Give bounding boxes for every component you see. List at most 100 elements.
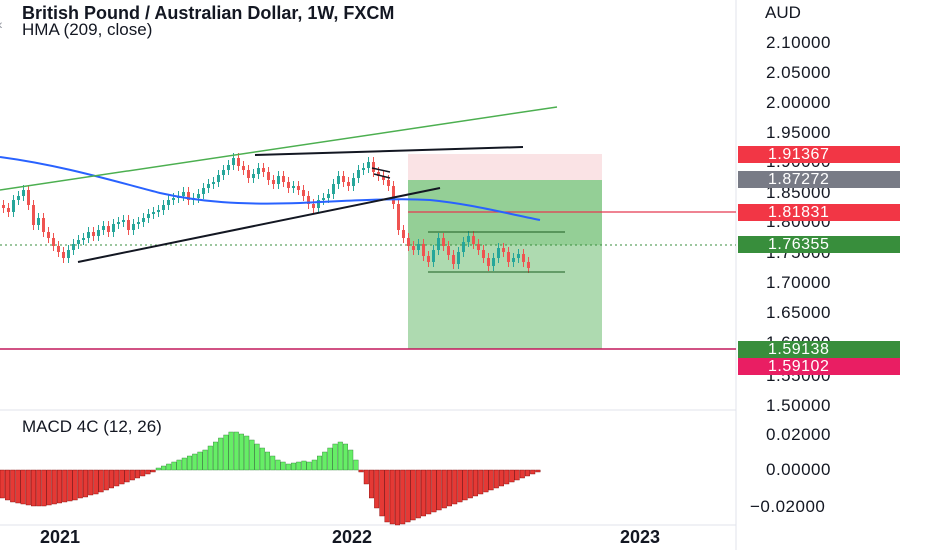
macd-bar — [108, 469, 114, 489]
price-tick: 2.00000 — [766, 93, 831, 112]
candle-body — [377, 172, 380, 176]
candle-body — [157, 210, 160, 212]
candle-body — [202, 188, 205, 194]
price-axis-unit[interactable]: AUD — [765, 3, 801, 22]
macd-bar — [426, 469, 432, 515]
macd-bar — [259, 447, 265, 471]
rising-trendline — [0, 106, 558, 191]
candle-body — [307, 196, 310, 204]
macd-bar — [369, 469, 375, 499]
macd-bar — [124, 469, 130, 483]
candle-body — [317, 200, 320, 208]
candle-body — [137, 222, 140, 224]
candle-body — [217, 175, 220, 182]
macd-bar — [140, 469, 146, 477]
macd-bar — [389, 469, 395, 525]
candle-body — [187, 192, 190, 200]
macd-bar — [181, 457, 187, 471]
candle-body — [117, 222, 120, 224]
macd-bar — [467, 469, 473, 499]
price-tag-1: 1.87272 — [738, 171, 900, 188]
candle-body — [327, 194, 330, 198]
candle-body — [332, 184, 335, 194]
macd-indicator-label[interactable]: MACD 4C (12, 26) — [22, 417, 162, 436]
hma-line — [0, 156, 541, 221]
macd-bar — [519, 469, 525, 479]
candle-body — [172, 198, 175, 200]
candle-body — [337, 176, 340, 184]
macd-bar — [327, 447, 333, 471]
stop-loss-zone — [408, 154, 602, 180]
price-tag-3: 1.76355 — [738, 236, 900, 253]
macd-bar — [504, 469, 510, 485]
candle-body — [492, 258, 495, 266]
macd-bar — [134, 469, 140, 479]
candle-body — [82, 238, 85, 240]
macd-bar — [202, 449, 208, 471]
macd-bar — [166, 463, 172, 471]
candle-body — [102, 226, 105, 230]
macd-bar — [322, 451, 328, 471]
candle-body — [272, 180, 275, 184]
candle-body — [247, 170, 250, 178]
candle-body — [212, 182, 215, 184]
candle-body — [422, 244, 425, 256]
macd-bar — [488, 469, 494, 491]
candle-body — [2, 205, 5, 208]
price-tag-5: 1.59102 — [738, 358, 900, 375]
candle-body — [62, 252, 65, 258]
candle-body — [352, 178, 355, 186]
candle-body — [277, 176, 280, 184]
macd-bar — [145, 469, 151, 475]
candle-body — [467, 236, 470, 242]
macd-bar — [0, 469, 5, 499]
candle-body — [362, 168, 365, 170]
candle-body — [342, 176, 345, 182]
candle-body — [252, 174, 255, 178]
candle-body — [262, 168, 265, 172]
candle-body — [427, 256, 430, 262]
candle-body — [432, 250, 435, 262]
candle-body — [417, 244, 420, 250]
macd-bar — [301, 460, 307, 471]
candle-body — [292, 186, 295, 188]
hma-indicator-label[interactable]: HMA (209, close) — [22, 20, 153, 39]
candle-body — [7, 208, 10, 212]
macd-bar — [311, 459, 317, 471]
macd-bar — [15, 469, 21, 504]
macd-tick: −0.02000 — [750, 497, 826, 516]
candle-body — [322, 198, 325, 200]
macd-bar — [374, 469, 380, 509]
candle-body — [452, 255, 455, 264]
macd-bar — [358, 469, 364, 473]
candle-body — [227, 165, 230, 170]
price-tag-2: 1.81831 — [738, 204, 900, 221]
macd-bar — [51, 469, 57, 505]
macd-bar — [244, 435, 250, 471]
back-arrow-icon[interactable]: ‹ — [0, 16, 3, 32]
candle-body — [107, 226, 110, 232]
macd-bar — [535, 469, 541, 473]
macd-bar — [306, 461, 312, 471]
macd-bar — [88, 469, 94, 496]
candle-body — [487, 258, 490, 266]
price-tick: 1.70000 — [766, 273, 831, 292]
macd-bar — [119, 469, 125, 485]
macd-bar — [155, 467, 161, 471]
candle-body — [312, 204, 315, 208]
candle-body — [437, 238, 440, 250]
candle-body — [257, 168, 260, 174]
candle-body — [97, 230, 100, 236]
macd-bar — [452, 469, 458, 505]
candle-body — [142, 218, 145, 222]
candle-body — [182, 192, 185, 196]
candle-body — [527, 262, 530, 268]
candle-body — [522, 254, 525, 262]
macd-bar — [332, 443, 338, 471]
macd-bar — [265, 451, 271, 471]
macd-bar — [530, 469, 536, 475]
candle-body — [57, 246, 60, 252]
candle-body — [77, 240, 80, 244]
price-tick: 1.95000 — [766, 123, 831, 142]
